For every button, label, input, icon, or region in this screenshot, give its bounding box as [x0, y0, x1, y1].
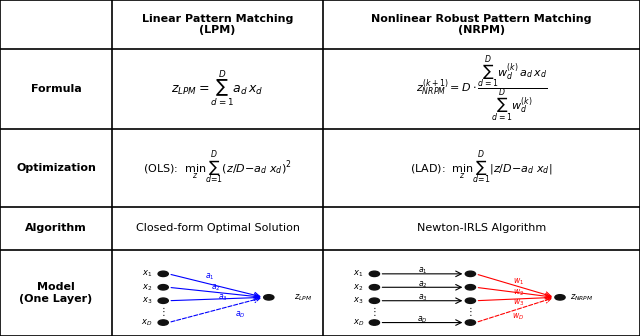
Text: $a_D$: $a_D$ — [235, 310, 245, 321]
Circle shape — [264, 295, 274, 300]
Text: $a_D$: $a_D$ — [417, 314, 428, 325]
Text: $x_3$: $x_3$ — [142, 295, 152, 306]
Text: $x_D$: $x_D$ — [353, 317, 364, 328]
Text: $a_1$: $a_1$ — [205, 272, 214, 283]
Text: $\vdots$: $\vdots$ — [465, 305, 473, 318]
Text: $z_{NRPM}$: $z_{NRPM}$ — [570, 292, 593, 303]
Text: $a_3$: $a_3$ — [218, 292, 227, 303]
Text: Optimization: Optimization — [16, 163, 96, 173]
Text: (LAD):  $\min_{z} \sum_{d=1}^{D} |z/D - a_d\, x_d|$: (LAD): $\min_{z} \sum_{d=1}^{D} |z/D - a… — [410, 150, 553, 186]
Circle shape — [555, 295, 565, 300]
Circle shape — [465, 271, 476, 277]
Text: Model
(One Layer): Model (One Layer) — [19, 282, 93, 304]
Circle shape — [369, 271, 380, 277]
Text: $x_2$: $x_2$ — [142, 282, 152, 293]
Circle shape — [465, 320, 476, 325]
Circle shape — [369, 298, 380, 303]
Text: $z_{LPM}$: $z_{LPM}$ — [294, 292, 312, 303]
Circle shape — [369, 320, 380, 325]
Circle shape — [158, 271, 168, 277]
Circle shape — [158, 320, 168, 325]
Text: $w_1$: $w_1$ — [513, 277, 524, 288]
Text: Nonlinear Robust Pattern Matching
(NRPM): Nonlinear Robust Pattern Matching (NRPM) — [371, 13, 592, 35]
Text: $w_D$: $w_D$ — [513, 311, 524, 322]
Text: $\vdots$: $\vdots$ — [369, 305, 377, 318]
Text: $x_2$: $x_2$ — [353, 282, 364, 293]
Text: Closed-form Optimal Solution: Closed-form Optimal Solution — [136, 223, 300, 234]
Text: $z_{LPM} = \sum_{d=1}^{D} a_d\, x_d$: $z_{LPM} = \sum_{d=1}^{D} a_d\, x_d$ — [172, 69, 264, 109]
Circle shape — [158, 298, 168, 303]
Text: $a_1$: $a_1$ — [418, 266, 427, 277]
Text: $w_3$: $w_3$ — [513, 297, 524, 308]
Text: $x_1$: $x_1$ — [142, 268, 152, 279]
Text: Linear Pattern Matching
(LPM): Linear Pattern Matching (LPM) — [142, 13, 293, 35]
Text: $\vdots$: $\vdots$ — [158, 305, 166, 318]
Text: $a_2$: $a_2$ — [418, 279, 427, 290]
Circle shape — [465, 298, 476, 303]
Text: (OLS):  $\min_{z} \sum_{d=1}^{D} (z/D - a_d\, x_d)^2$: (OLS): $\min_{z} \sum_{d=1}^{D} (z/D - a… — [143, 150, 292, 186]
Text: $w_2$: $w_2$ — [513, 287, 524, 298]
Text: Newton-IRLS Algorithm: Newton-IRLS Algorithm — [417, 223, 546, 234]
Circle shape — [465, 285, 476, 290]
Text: Formula: Formula — [31, 84, 81, 94]
Text: $x_3$: $x_3$ — [353, 295, 364, 306]
Text: $z_{NRPM}^{(k+1)} = D \cdot \dfrac{\sum_{d=1}^{D} w_d^{(k)}\, a_d\, x_d}{\sum_{d: $z_{NRPM}^{(k+1)} = D \cdot \dfrac{\sum_… — [416, 53, 547, 125]
Text: $x_1$: $x_1$ — [353, 268, 364, 279]
Text: $a_2$: $a_2$ — [211, 282, 221, 293]
Circle shape — [369, 285, 380, 290]
Text: $x_D$: $x_D$ — [141, 317, 153, 328]
Text: Algorithm: Algorithm — [25, 223, 87, 234]
Circle shape — [158, 285, 168, 290]
Text: $a_3$: $a_3$ — [417, 293, 428, 303]
